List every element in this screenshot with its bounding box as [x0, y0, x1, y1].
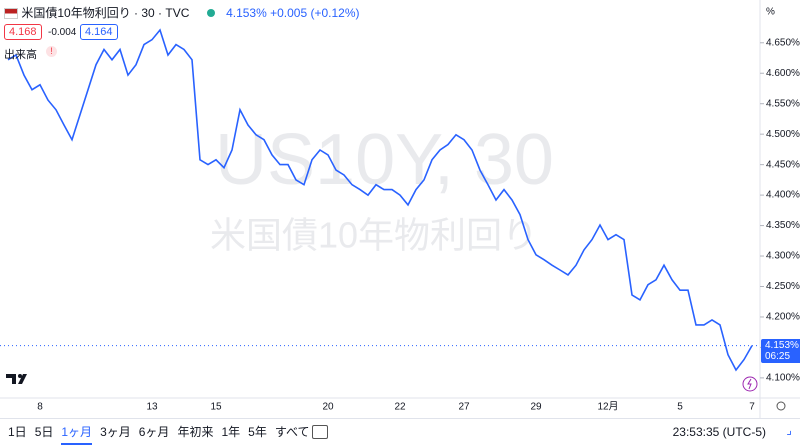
x-tick-label: 29: [530, 402, 542, 413]
range-button[interactable]: 5年: [248, 425, 267, 439]
range-button[interactable]: 6ヶ月: [138, 425, 170, 439]
symbol[interactable]: 米国債10年物利回り · 30 · TVC: [21, 6, 190, 20]
price-tag: 4.153% 06:25: [761, 338, 800, 363]
market-status: [206, 9, 215, 17]
x-tick-label: 20: [322, 402, 334, 413]
axis-unit: %: [766, 7, 775, 18]
range-button[interactable]: 年初来: [177, 425, 214, 439]
bid-button[interactable]: 4.168: [4, 24, 42, 40]
ask-button[interactable]: 4.164: [80, 24, 118, 40]
x-tick-label: 12月: [597, 401, 618, 413]
y-tick-label: 4.100%: [766, 373, 800, 384]
x-tick-label: 15: [210, 402, 222, 413]
y-tick-label: 4.200%: [766, 312, 800, 323]
change-pct: (+0.12%): [310, 6, 360, 20]
settings-icon[interactable]: [776, 401, 786, 411]
x-tick-label: 5: [677, 402, 683, 413]
price-line: [7, 28, 753, 372]
y-tick-label: 4.350%: [766, 220, 800, 231]
spread: -0.004: [48, 27, 77, 38]
x-tick-label: 13: [146, 402, 158, 413]
x-tick-label: 8: [37, 402, 43, 413]
watermark-name: 米国債10年物利回り: [210, 215, 538, 256]
clock[interactable]: 23:53:35 (UTC-5): [672, 425, 766, 439]
range-button[interactable]: すべて: [274, 425, 310, 439]
y-tick-label: 4.450%: [766, 159, 800, 170]
auto-scale-icon[interactable]: ⌟: [786, 423, 792, 437]
alert-bolt: [747, 378, 752, 390]
last-price: 4.153%: [226, 6, 267, 20]
warning-icon: !: [46, 46, 57, 57]
range-button[interactable]: 1日: [8, 425, 27, 439]
change: +0.005: [270, 6, 308, 20]
toolbar: 1日 5日 1ヶ月 3ヶ月 6ヶ月 年初来 1年 5年 すべて 23:53:35 (UTC-5)…: [0, 418, 800, 445]
range-buttons: 1日 5日 1ヶ月 3ヶ月 6ヶ月 年初来 1年 5年 すべて: [0, 425, 310, 445]
range-button[interactable]: 5日: [34, 425, 54, 439]
chart: US10Y, 30 米国債10年物利回り % 4.100%4.150%4.200…: [0, 0, 800, 418]
flag-icon: [4, 8, 18, 20]
range-button[interactable]: 1年: [221, 425, 241, 439]
x-tick-label: 7: [749, 402, 755, 413]
header: 米国債10年物利回り · 30 · TVC 4.153% +0.005 (+0.…: [4, 4, 360, 21]
price-tag-countdown: 06:25: [765, 350, 791, 362]
volume-label: 出来高: [4, 49, 37, 61]
y-tick-label: 4.650%: [766, 37, 800, 48]
y-tick-label: 4.550%: [766, 98, 800, 109]
price-tag-price: 4.153%: [765, 339, 799, 351]
tv-logo: [6, 374, 27, 384]
watermark-symbol: US10Y, 30: [215, 120, 554, 200]
y-tick-label: 4.600%: [766, 68, 800, 79]
x-tick-label: 27: [458, 402, 470, 413]
range-button[interactable]: 1ヶ月: [61, 421, 93, 445]
y-tick-label: 4.300%: [766, 251, 800, 262]
y-tick-label: 4.500%: [766, 129, 800, 140]
x-tick-label: 22: [394, 402, 406, 413]
y-tick-label: 4.250%: [766, 281, 800, 292]
y-tick-label: 4.400%: [766, 190, 800, 201]
date-range-icon[interactable]: [312, 425, 328, 439]
range-button[interactable]: 3ヶ月: [100, 425, 131, 439]
